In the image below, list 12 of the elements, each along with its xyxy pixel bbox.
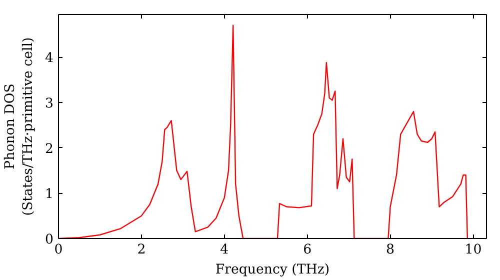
x-tick-label: 8: [386, 242, 395, 258]
x-tick-label: 4: [220, 242, 229, 258]
x-tick-label: 2: [137, 242, 146, 258]
x-tick-label: 10: [464, 242, 482, 258]
y-tick-label: 1: [45, 187, 54, 202]
y-tick-label: 2: [45, 142, 54, 157]
y-tick-label: 4: [45, 51, 54, 66]
y-axis-title: Phonon DOS (States/THz·primitive cell): [3, 37, 36, 216]
y-tick-label: 0: [45, 232, 54, 248]
y-tick-label: 3: [45, 96, 54, 112]
x-tick-label: 6: [303, 242, 312, 258]
x-axis-title: Frequency (THz): [215, 262, 330, 278]
